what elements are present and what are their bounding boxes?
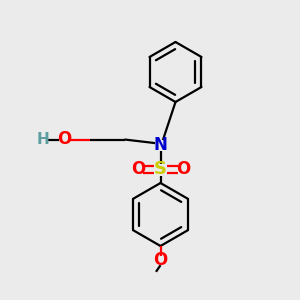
Text: O: O (57, 130, 72, 148)
Text: O: O (131, 160, 145, 178)
Text: N: N (154, 136, 167, 154)
Text: S: S (154, 160, 167, 178)
Text: H: H (37, 132, 50, 147)
Text: O: O (153, 251, 168, 269)
Text: O: O (176, 160, 190, 178)
